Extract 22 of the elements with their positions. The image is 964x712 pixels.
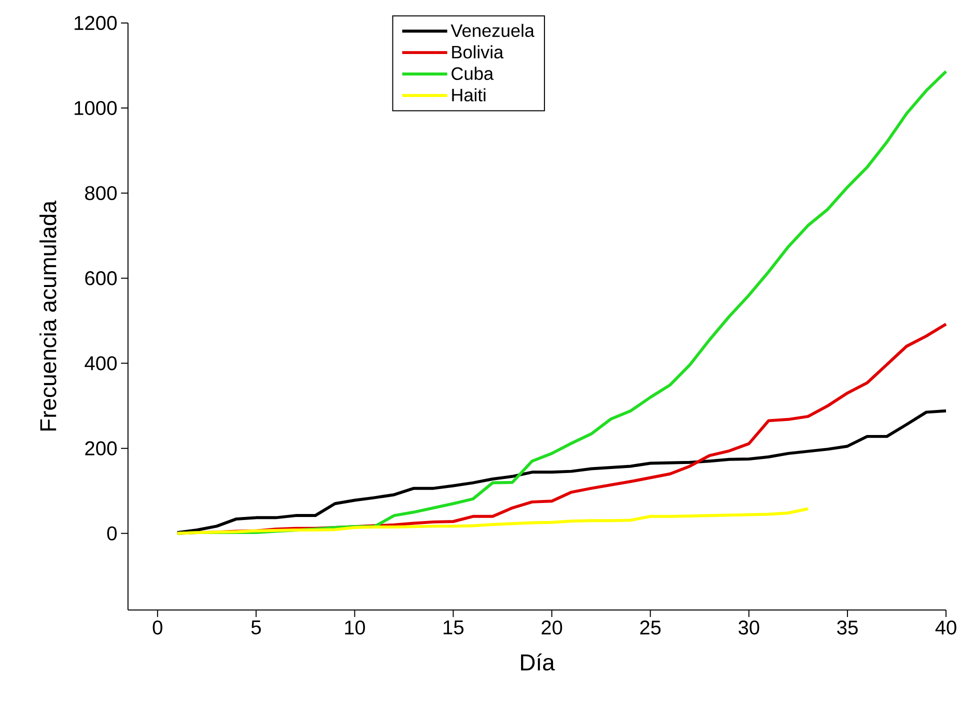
- y-tick-label: 400: [84, 356, 117, 370]
- legend-label: Haiti: [452, 88, 486, 102]
- x-tick-label: 10: [345, 620, 365, 635]
- y-tick-label: 200: [85, 441, 117, 456]
- x-axis-title: Día: [521, 653, 555, 671]
- x-tick-label: 5: [251, 620, 261, 634]
- y-tick-label: 800: [85, 186, 117, 200]
- x-tick-label: 25: [640, 620, 661, 635]
- x-tick-label: 40: [935, 620, 956, 635]
- legend-label: Venezuela: [450, 24, 534, 38]
- y-axis-title: Frecuencia acumulada: [39, 200, 56, 431]
- y-tick-label: 0: [107, 526, 117, 540]
- y-tick-label: 600: [85, 271, 117, 286]
- x-tick-label: 0: [152, 620, 162, 635]
- x-tick-label: 15: [444, 620, 464, 634]
- x-tick-label: 20: [542, 620, 562, 635]
- x-tick-label: 35: [837, 620, 858, 635]
- legend-label: Cuba: [452, 66, 494, 80]
- y-tick-label: 1000: [74, 101, 117, 116]
- legend-label: Bolivia: [452, 45, 504, 58]
- y-tick-label: 1200: [74, 16, 117, 30]
- x-tick-label: 30: [738, 620, 760, 635]
